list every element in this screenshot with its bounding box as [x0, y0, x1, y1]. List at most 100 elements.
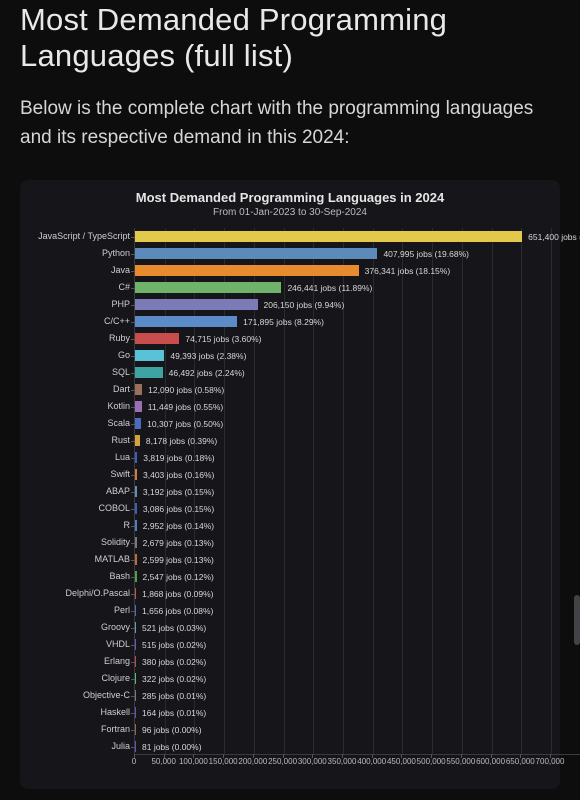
y-label: Haskell	[30, 704, 134, 721]
y-label: SQL	[30, 364, 134, 381]
bar-value-label: 74,715 jobs (3.60%)	[185, 334, 261, 344]
y-label: ABAP	[30, 483, 134, 500]
bar-row: 2,547 jobs (0.12%)	[135, 568, 580, 585]
bar-row: 3,086 jobs (0.15%)	[135, 500, 580, 517]
y-label: Go	[30, 347, 134, 364]
page-title: Most Demanded Programming Languages (ful…	[20, 2, 560, 73]
y-label: R	[30, 517, 134, 534]
y-tick	[131, 594, 135, 595]
bar-row: 46,492 jobs (2.24%)	[135, 364, 580, 381]
bar	[135, 605, 136, 616]
bar-row: 171,895 jobs (8.29%)	[135, 313, 580, 330]
x-tick-label: 600,000	[476, 757, 505, 766]
x-tick-label: 150,000	[209, 757, 238, 766]
bar-row: 2,679 jobs (0.13%)	[135, 534, 580, 551]
bar-row: 12,090 jobs (0.58%)	[135, 381, 580, 398]
bar-row: 3,192 jobs (0.15%)	[135, 483, 580, 500]
y-label: Bash	[30, 568, 134, 585]
bar-value-label: 3,192 jobs (0.15%)	[143, 487, 214, 497]
bar-value-label: 164 jobs (0.01%)	[142, 708, 206, 718]
y-tick	[131, 645, 135, 646]
bar	[135, 367, 163, 378]
y-tick	[131, 679, 135, 680]
bar-value-label: 515 jobs (0.02%)	[142, 640, 206, 650]
bar-row: 515 jobs (0.02%)	[135, 636, 580, 653]
y-label: Python	[30, 245, 134, 262]
bar-value-label: 246,441 jobs (11.89%)	[287, 283, 372, 293]
bar-value-label: 2,952 jobs (0.14%)	[143, 521, 214, 531]
bar-row: 376,341 jobs (18.15%)	[135, 262, 580, 279]
y-tick	[131, 475, 135, 476]
y-label: Groovy	[30, 619, 134, 636]
scrollbar-thumb[interactable]	[574, 595, 580, 645]
y-label: MATLAB	[30, 551, 134, 568]
bar	[135, 690, 136, 701]
bar-row: 380 jobs (0.02%)	[135, 653, 580, 670]
x-tick-label: 700,000	[536, 757, 565, 766]
y-label: JavaScript / TypeScript	[30, 228, 134, 245]
y-tick	[131, 560, 135, 561]
intro-text: Below is the complete chart with the pro…	[20, 95, 560, 152]
x-tick-label: 200,000	[238, 757, 267, 766]
y-label: PHP	[30, 296, 134, 313]
y-tick	[131, 509, 135, 510]
x-tick-label: 50,000	[151, 757, 175, 766]
y-tick	[131, 356, 135, 357]
y-tick	[131, 237, 135, 238]
bar-row: 322 jobs (0.02%)	[135, 670, 580, 687]
bar	[135, 384, 142, 395]
y-tick	[131, 747, 135, 748]
bar-value-label: 651,400 jobs (31.42%)	[528, 232, 580, 242]
bar-value-label: 96 jobs (0.00%)	[142, 725, 202, 735]
bar	[135, 622, 136, 633]
bar-row: 10,307 jobs (0.50%)	[135, 415, 580, 432]
bar-value-label: 1,656 jobs (0.08%)	[142, 606, 213, 616]
y-tick	[131, 611, 135, 612]
bar	[135, 401, 142, 412]
bar-row: 285 jobs (0.01%)	[135, 687, 580, 704]
y-label: Fortran	[30, 721, 134, 738]
bar	[135, 452, 137, 463]
x-tick-label: 500,000	[417, 757, 446, 766]
bar-row: 81 jobs (0.00%)	[135, 738, 580, 755]
bar-row: 3,819 jobs (0.18%)	[135, 449, 580, 466]
bar-value-label: 1,868 jobs (0.09%)	[142, 589, 213, 599]
x-tick-label: 400,000	[357, 757, 386, 766]
bar-row: 2,952 jobs (0.14%)	[135, 517, 580, 534]
bar	[135, 418, 141, 429]
x-tick-label: 450,000	[387, 757, 416, 766]
y-tick	[131, 373, 135, 374]
plot-region: 651,400 jobs (31.42%) 407,995 jobs (19.68…	[134, 228, 580, 755]
bar-row: 206,150 jobs (9.94%)	[135, 296, 580, 313]
bar-value-label: 3,086 jobs (0.15%)	[143, 504, 214, 514]
y-label: Erlang	[30, 653, 134, 670]
bar	[135, 554, 137, 565]
bar-row: 521 jobs (0.03%)	[135, 619, 580, 636]
bar-value-label: 2,599 jobs (0.13%)	[143, 555, 214, 565]
bar	[135, 588, 136, 599]
bar	[135, 571, 137, 582]
y-tick	[131, 628, 135, 629]
bar	[135, 435, 140, 446]
y-label: Objective-C	[30, 687, 134, 704]
bar-value-label: 2,679 jobs (0.13%)	[143, 538, 214, 548]
x-tick-label: 250,000	[268, 757, 297, 766]
y-tick	[131, 390, 135, 391]
bar	[135, 333, 179, 344]
bar	[135, 707, 136, 718]
bar-value-label: 322 jobs (0.02%)	[142, 674, 206, 684]
bar	[135, 350, 164, 361]
y-label: C/C++	[30, 313, 134, 330]
y-tick	[131, 322, 135, 323]
x-tick-label: 650,000	[506, 757, 535, 766]
bar	[135, 265, 359, 276]
bar-value-label: 407,995 jobs (19.68%)	[383, 249, 469, 259]
y-tick	[131, 305, 135, 306]
y-label: Perl	[30, 602, 134, 619]
bar	[135, 741, 136, 752]
y-tick	[131, 441, 135, 442]
bar-value-label: 10,307 jobs (0.50%)	[147, 419, 223, 429]
y-label: Dart	[30, 381, 134, 398]
y-label: Ruby	[30, 330, 134, 347]
bar	[135, 639, 136, 650]
